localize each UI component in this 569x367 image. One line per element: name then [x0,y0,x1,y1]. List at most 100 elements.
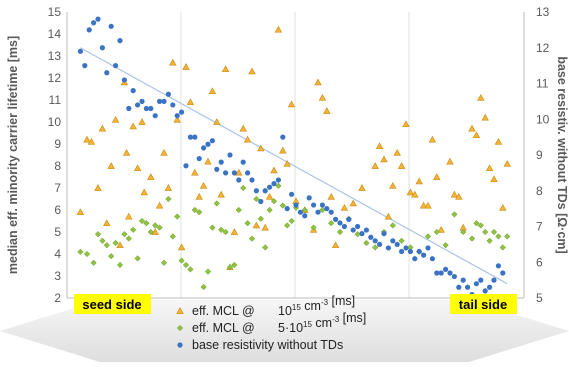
data-point-base-resistivity [108,23,114,29]
data-point-mcl-5e15 [116,261,124,269]
data-point-base-resistivity [121,77,127,83]
data-point-mcl-1e15 [494,137,503,145]
legend-label: eff. MCL @ [192,321,255,335]
legend-marker [176,324,184,332]
data-point-mcl-1e15 [230,228,239,235]
data-point-mcl-5e15 [152,222,159,229]
data-point-mcl-1e15 [274,25,283,33]
data-point-mcl-1e15 [199,181,208,189]
data-point-mcl-1e15 [147,173,155,180]
data-point-base-resistivity [311,202,317,208]
data-point-base-resistivity [280,134,286,140]
data-point-mcl-5e15 [121,231,128,238]
data-point-mcl-1e15 [433,173,441,180]
data-point-base-resistivity [500,270,506,276]
data-point-base-resistivity [218,159,224,165]
data-point-mcl-5e15 [257,215,264,222]
data-point-base-resistivity [258,198,264,205]
data-point-base-resistivity [399,248,405,255]
data-point-mcl-1e15 [397,162,406,169]
data-point-mcl-1e15 [490,175,498,183]
data-point-mcl-5e15 [363,239,370,247]
data-point-mcl-5e15 [310,224,317,231]
data-point-mcl-1e15 [371,162,379,169]
data-point-base-resistivity [135,102,141,108]
data-point-mcl-5e15 [499,244,506,251]
data-point-base-resistivity [170,102,176,108]
right-axis-title: base resistiv. without TDs [Ω·cm] [555,56,569,253]
data-point-mcl-1e15 [415,177,423,185]
data-point-base-resistivity [324,206,330,212]
data-point-base-resistivity [179,109,185,115]
data-point-mcl-1e15 [221,65,230,73]
legend-entry: eff. MCL @ 1015 cm-3 [ms] [176,294,355,318]
data-point-base-resistivity [315,209,321,215]
data-point-mcl-5e15 [112,239,119,247]
left-tick-labels: 2 3 4 5 6 7 8 9 10 11 12 13 14 15 [48,5,62,305]
right-tick-label: 11 [536,77,549,91]
data-point-mcl-1e15 [340,203,349,211]
seed-side-tag: seed side [82,297,141,312]
series-mcl-1e15 [76,25,511,271]
data-point-mcl-5e15 [292,204,300,211]
data-point-base-resistivity [209,138,215,144]
data-point-mcl-1e15 [477,93,485,101]
data-point-mcl-5e15 [486,237,493,244]
data-point-mcl-5e15 [222,228,229,236]
data-point-base-resistivity [443,266,449,272]
data-point-base-resistivity [267,184,273,190]
data-point-base-resistivity [201,145,207,151]
legend-marker [176,307,184,314]
data-point-base-resistivity [451,273,457,280]
data-point-mcl-5e15 [328,220,335,227]
right-tick-label: 5 [536,291,543,305]
data-point-base-resistivity [82,63,88,69]
data-point-mcl-5e15 [244,220,251,227]
data-point-mcl-1e15 [468,124,476,132]
data-point-base-resistivity [473,281,479,287]
data-point-mcl-1e15 [424,201,432,209]
data-point-mcl-1e15 [164,184,173,191]
left-tick-label: 7 [54,181,61,195]
data-point-mcl-5e15 [125,235,132,242]
left-tick-label: 8 [54,159,61,173]
data-point-mcl-1e15 [87,137,96,145]
data-point-mcl-5e15 [204,268,212,275]
data-point-base-resistivity [161,98,167,104]
data-point-mcl-1e15 [283,159,291,167]
data-point-mcl-1e15 [94,184,102,191]
data-point-mcl-5e15 [178,257,185,264]
data-point-mcl-1e15 [270,166,278,174]
data-point-base-resistivity [381,231,387,237]
data-point-mcl-5e15 [262,244,269,251]
data-point-mcl-1e15 [103,219,111,227]
data-point-base-resistivity [478,277,484,283]
data-point-base-resistivity [377,241,383,247]
data-point-mcl-5e15 [389,222,396,229]
data-point-base-resistivity [284,206,290,212]
data-point-mcl-1e15 [204,157,212,165]
data-point-mcl-5e15 [473,220,480,227]
data-point-mcl-5e15 [231,261,238,269]
data-point-base-resistivity [271,181,277,187]
data-point-base-resistivity [99,45,105,51]
data-point-mcl-1e15 [349,199,357,207]
data-point-mcl-1e15 [261,223,269,231]
data-point-mcl-5e15 [279,202,286,209]
data-point-base-resistivity [117,38,123,44]
data-point-mcl-5e15 [160,259,168,266]
data-point-base-resistivity [205,141,211,147]
data-point-mcl-1e15 [323,107,331,114]
data-point-mcl-5e15 [94,231,102,238]
data-point-mcl-5e15 [200,283,207,291]
data-point-mcl-1e15 [186,98,195,106]
legend-unit: 5·1015 cm-3 [ms] [278,311,366,335]
data-point-base-resistivity [372,238,378,244]
data-point-base-resistivity [126,105,132,112]
data-point-mcl-1e15 [122,148,131,156]
data-point-base-resistivity [297,209,303,215]
data-point-mcl-5e15 [284,222,291,229]
data-point-base-resistivity [130,88,136,94]
data-point-mcl-5e15 [288,217,295,225]
